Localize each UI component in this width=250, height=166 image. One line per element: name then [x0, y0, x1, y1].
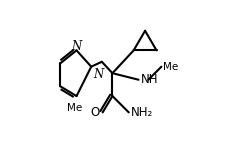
Text: N: N	[93, 68, 103, 81]
Text: Me: Me	[162, 62, 178, 72]
Text: NH: NH	[140, 73, 158, 86]
Text: Me: Me	[67, 103, 82, 113]
Text: N: N	[71, 40, 81, 53]
Text: NH₂: NH₂	[130, 106, 152, 119]
Text: O: O	[90, 106, 99, 119]
